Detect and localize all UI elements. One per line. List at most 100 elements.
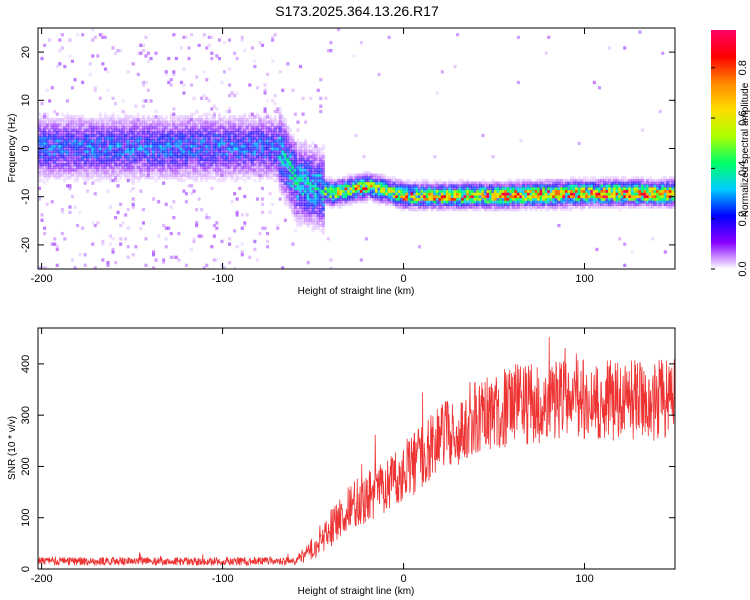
spectrogram-cell	[172, 70, 176, 74]
spectrogram-cell	[375, 186, 379, 191]
spectrogram-cell	[187, 149, 191, 153]
spectrogram-cell	[65, 147, 69, 151]
spectrogram-cell	[339, 181, 343, 185]
spectrogram-cell	[539, 189, 543, 193]
spectrogram-cell	[291, 147, 295, 151]
spectrogram-cell	[240, 160, 244, 164]
spectrogram-cell	[212, 120, 216, 124]
spectrogram-cell	[382, 194, 386, 199]
spectrogram-cell	[43, 133, 47, 138]
spectrogram-cell	[114, 178, 118, 183]
spectrogram-cell	[511, 200, 515, 204]
spectrogram-cell	[182, 83, 186, 87]
spectrogram-cell	[491, 197, 495, 201]
spectrogram-cell	[293, 147, 297, 151]
spectrogram-cell	[304, 184, 308, 188]
spectrogram-cell	[91, 123, 95, 127]
spectrogram-cell	[43, 181, 47, 185]
spectrogram-cell	[258, 131, 262, 135]
spectrogram-cell	[202, 33, 206, 37]
spectrogram-cell	[283, 184, 287, 188]
spectrogram-cell	[266, 147, 270, 151]
spectrogram-cell	[43, 176, 47, 180]
spectrogram-cell	[281, 131, 285, 135]
spectrogram-cell	[55, 245, 59, 249]
spectrogram-cell	[73, 125, 77, 130]
spectrogram-cell	[182, 115, 186, 119]
spectrogram-cell	[43, 266, 47, 269]
spectrogram-cell	[101, 155, 105, 159]
spectrogram-cell	[255, 115, 259, 119]
spectrogram-cell	[673, 186, 675, 191]
spectrogram-cell	[91, 149, 95, 153]
spectrogram-cell	[666, 192, 670, 196]
spectrogram-cell	[76, 147, 80, 151]
spectrogram-cell	[124, 170, 128, 175]
spectrogram-cell	[597, 186, 601, 191]
spectrogram-cell	[88, 173, 92, 177]
spectrogram-cell	[63, 165, 67, 169]
spectrogram-cell	[291, 242, 295, 246]
spectrogram-cell	[139, 117, 143, 122]
spectrogram-cell	[134, 157, 138, 161]
spectrogram-cell	[661, 202, 665, 206]
spectrogram-cell	[468, 197, 472, 201]
spectrogram-cell	[81, 128, 85, 132]
spectrogram-cell	[48, 173, 52, 177]
spectrogram-cell	[504, 202, 508, 206]
spectrogram-cell	[243, 112, 247, 116]
spectrogram-cell	[212, 258, 216, 262]
spectrogram-cell	[187, 46, 191, 50]
spectrogram-cell	[319, 176, 323, 180]
spectrogram-cell	[331, 186, 335, 191]
spectrogram-cell	[483, 205, 487, 209]
spectrogram-cell	[329, 181, 333, 185]
spectrogram-cell	[78, 160, 82, 164]
spectrogram-cell	[367, 186, 371, 191]
spectrogram-cell	[266, 123, 270, 127]
spectrogram-cell	[425, 192, 429, 196]
spectrogram-cell	[311, 216, 315, 220]
spectrogram-cell	[293, 144, 297, 148]
spectrogram-cell	[207, 149, 211, 153]
spectrogram-cell	[78, 115, 82, 119]
spectrogram-cell	[250, 149, 254, 153]
spectrogram-cell	[207, 120, 211, 124]
spectrogram-cell	[245, 163, 249, 167]
spectrogram-cell	[101, 128, 105, 132]
spectrogram-cell	[286, 184, 290, 188]
spectrogram-cell	[172, 216, 176, 220]
spectrogram-cell	[45, 120, 49, 124]
spectrogram-cell	[245, 131, 249, 135]
spectrogram-cell	[400, 184, 404, 188]
spectrogram-cell	[190, 184, 194, 188]
spectrogram-cell	[65, 139, 69, 143]
spectrogram-cell	[48, 152, 52, 156]
spectrogram-cell	[86, 170, 90, 175]
spectrogram-cell	[651, 181, 655, 185]
spectrogram-cell	[646, 197, 650, 201]
spectrogram-cell	[190, 131, 194, 135]
spectrogram-cell	[301, 144, 305, 148]
spectrogram-cell	[126, 173, 130, 177]
spectrogram-cell	[167, 136, 171, 140]
spectrogram-cell	[245, 125, 249, 130]
spectrogram-cell	[311, 205, 315, 209]
spectrogram-cell	[344, 197, 348, 201]
spectrogram-cell	[415, 181, 419, 185]
spectrogram-cell	[514, 208, 518, 212]
spectrogram-cell	[288, 186, 292, 191]
y-tick-label: 100	[20, 509, 32, 527]
spectrogram-cell	[121, 160, 125, 164]
spectrogram-cell	[377, 200, 381, 204]
spectrogram-cell	[146, 88, 150, 92]
spectrogram-cell	[225, 160, 229, 164]
spectrogram-cell	[557, 192, 561, 196]
spectrogram-cell	[134, 176, 138, 180]
spectrogram-cell	[587, 186, 591, 191]
spectrogram-cell	[116, 210, 120, 214]
spectrogram-cell	[311, 192, 315, 196]
spectrogram-cell	[111, 165, 115, 169]
spectrogram-cell	[326, 200, 330, 204]
spectrogram-cell	[220, 165, 224, 169]
